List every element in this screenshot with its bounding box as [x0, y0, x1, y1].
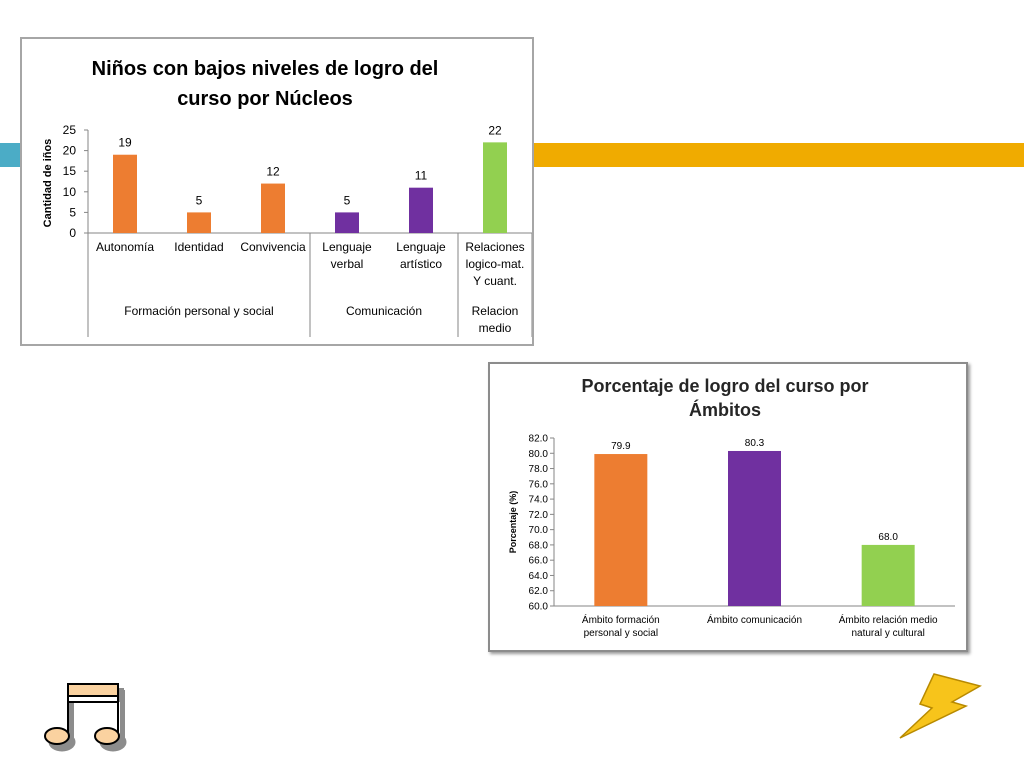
y-tick-label: 66.0 — [529, 556, 549, 567]
category-label: personal y social — [584, 628, 658, 639]
y-tick-label: 62.0 — [529, 586, 549, 597]
y-axis-label: Porcentaje (%) — [508, 491, 518, 554]
accent-bar-left — [0, 143, 20, 167]
chart-ninos-bajos-logro-svg: Niños con bajos niveles de logro del cur… — [42, 58, 533, 337]
category-label: Convivencia — [240, 240, 306, 254]
y-tick-label: 20 — [63, 144, 77, 158]
y-tick-label: 10 — [63, 185, 77, 199]
y-axis-label: Cantidad de iños — [42, 139, 54, 228]
group-label: medio — [479, 321, 512, 335]
accent-bar-right — [533, 143, 1024, 167]
music-notes-icon — [44, 683, 127, 752]
category-label: Ámbito comunicación — [707, 613, 802, 626]
bar — [113, 154, 137, 233]
chart-title-line1: Niños con bajos niveles de logro del — [92, 58, 439, 80]
bar — [409, 187, 433, 233]
bar — [861, 544, 915, 606]
chart-title-line1: Porcentaje de logro del curso por — [581, 376, 868, 396]
category-label: Ámbito relación medio — [839, 613, 938, 626]
category-label: Autonomía — [96, 240, 154, 254]
bar — [594, 454, 648, 606]
lightning-bolt-icon — [899, 673, 982, 739]
bar — [728, 450, 781, 606]
y-tick-label: 25 — [63, 123, 77, 137]
bar — [483, 142, 507, 233]
category-label: Lenguaje — [322, 240, 372, 254]
category-label: verbal — [331, 257, 364, 271]
data-label: 68.0 — [878, 532, 898, 543]
y-tick-label: 68.0 — [529, 540, 549, 551]
category-label: natural y cultural — [851, 628, 924, 639]
data-label: 11 — [415, 169, 428, 183]
y-tick-label: 78.0 — [529, 464, 549, 475]
category-label: logico-mat. — [466, 257, 525, 271]
chart-ninos-bajos-logro: Niños con bajos niveles de logro del cur… — [20, 37, 534, 346]
y-tick-label: 60.0 — [529, 602, 549, 613]
data-label: 19 — [118, 136, 132, 150]
bar — [261, 183, 285, 233]
y-tick-label: 5 — [69, 205, 76, 219]
category-label: Ámbito formación — [582, 613, 660, 626]
y-tick-label: 72.0 — [529, 510, 549, 521]
category-label: Y cuant. — [473, 274, 517, 288]
category-label: Identidad — [174, 240, 223, 254]
bar — [187, 212, 211, 233]
y-tick-label: 15 — [63, 164, 77, 178]
y-tick-label: 70.0 — [529, 525, 549, 536]
group-label: Relacion — [472, 304, 519, 318]
y-tick-label: 82.0 — [529, 434, 549, 445]
y-tick-label: 64.0 — [529, 571, 549, 582]
chart-title-line2: curso por Núcleos — [177, 88, 353, 110]
data-label: 5 — [196, 193, 203, 207]
data-label: 22 — [488, 123, 502, 137]
category-label: Lenguaje — [396, 240, 446, 254]
y-tick-label: 74.0 — [529, 495, 549, 506]
y-tick-label: 80.0 — [529, 449, 549, 460]
y-tick-label: 76.0 — [529, 479, 549, 490]
category-label: Relaciones — [465, 240, 524, 254]
category-label: artístico — [400, 257, 442, 271]
data-label: 5 — [344, 193, 351, 207]
data-label: 79.9 — [611, 441, 631, 452]
chart-title-line2: Ámbitos — [689, 399, 761, 420]
group-label: Comunicación — [346, 304, 422, 318]
y-tick-label: 0 — [69, 226, 76, 240]
chart-porcentaje-logro-svg: Porcentaje de logro del curso por Ámbito… — [508, 376, 955, 639]
data-label: 12 — [266, 165, 280, 179]
chart-porcentaje-logro: Porcentaje de logro del curso por Ámbito… — [488, 362, 968, 652]
bar — [335, 212, 359, 233]
data-label: 80.3 — [745, 438, 765, 449]
group-label: Formación personal y social — [124, 304, 273, 318]
